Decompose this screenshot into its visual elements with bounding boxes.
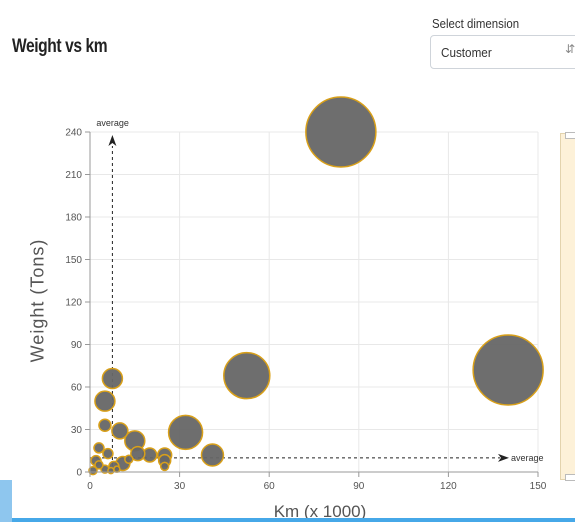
x-tick-label: 120 — [440, 481, 457, 492]
dimension-select-value: Customer — [441, 45, 492, 60]
chart-point — [107, 466, 115, 475]
chart-point — [113, 465, 121, 473]
chart-point — [102, 447, 114, 460]
x-tick-label: 0 — [87, 481, 93, 492]
chart-point — [130, 445, 146, 462]
chart-point — [167, 414, 204, 451]
dimension-select[interactable]: Customer ⇵ — [430, 35, 575, 69]
chart-point — [93, 442, 105, 454]
x-axis-label: Km (x 1000) — [273, 502, 367, 521]
y-tick-label: 30 — [71, 425, 83, 436]
zoom-slider[interactable] — [560, 132, 575, 481]
average-x-label: average — [96, 118, 129, 128]
chart-grid — [89, 131, 539, 473]
axis-ticks: 0 30 60 90 120 150 0 30 60 90 120 150 180 210 240 — [65, 128, 546, 493]
chart-points — [88, 96, 544, 476]
y-tick-label: 240 — [65, 128, 82, 139]
x-tick-label: 150 — [530, 481, 547, 492]
y-tick-label: 180 — [65, 213, 82, 224]
slider-top-handle[interactable] — [565, 132, 575, 139]
bottom-accent-line — [12, 518, 575, 522]
average-y-arrow-icon — [498, 453, 509, 462]
chart-point — [223, 351, 271, 400]
side-accent-bar — [0, 480, 12, 522]
chart-point — [159, 461, 170, 472]
chart-title: Weight vs km — [12, 36, 108, 57]
y-tick-label: 210 — [65, 170, 82, 181]
x-tick-label: 30 — [174, 481, 186, 492]
chart-point — [94, 460, 104, 470]
chart-point — [111, 422, 129, 440]
x-tick-label: 60 — [264, 481, 276, 492]
y-tick-label: 120 — [65, 298, 82, 309]
chart-point — [305, 96, 377, 168]
x-tick-label: 90 — [353, 481, 365, 492]
dimension-label: Select dimension — [432, 16, 520, 31]
chart-point — [94, 390, 116, 412]
chart-point — [200, 443, 225, 467]
average-x-arrow-icon — [108, 135, 117, 146]
chart-point — [101, 367, 124, 390]
y-tick-label: 0 — [76, 468, 82, 479]
chart-point — [88, 465, 98, 476]
chart-point — [472, 334, 544, 406]
average-lines: average average — [90, 118, 544, 472]
chart-point — [98, 418, 112, 432]
chart-point — [124, 454, 134, 464]
y-tick-label: 90 — [71, 340, 83, 351]
average-y-label: average — [511, 453, 544, 463]
slider-bottom-handle[interactable] — [565, 474, 575, 481]
y-tick-label: 60 — [71, 383, 83, 394]
y-tick-label: 150 — [65, 255, 82, 266]
select-arrows-icon: ⇵ — [565, 42, 575, 56]
